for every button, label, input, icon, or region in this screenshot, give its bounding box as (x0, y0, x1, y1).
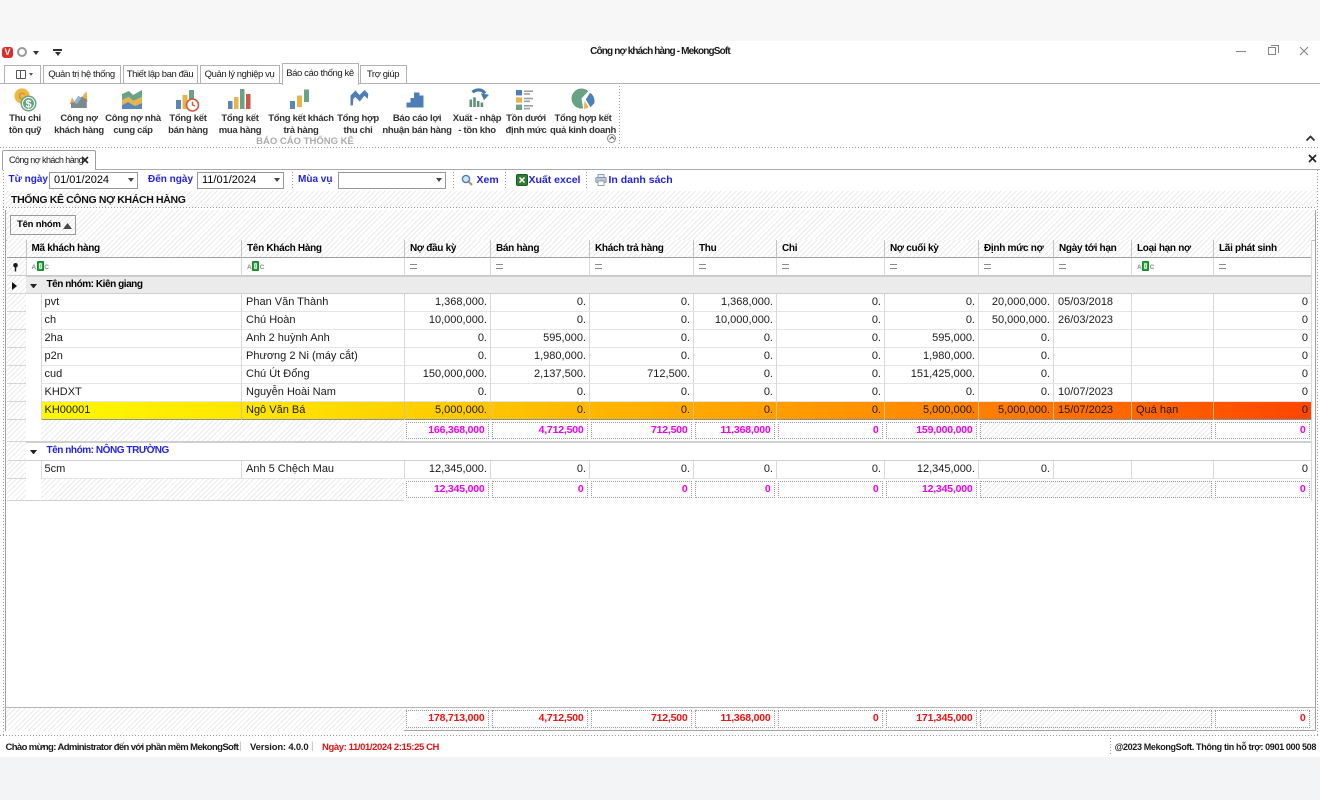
svg-text:C: C (18, 92, 25, 103)
svg-text:$: $ (25, 99, 31, 111)
